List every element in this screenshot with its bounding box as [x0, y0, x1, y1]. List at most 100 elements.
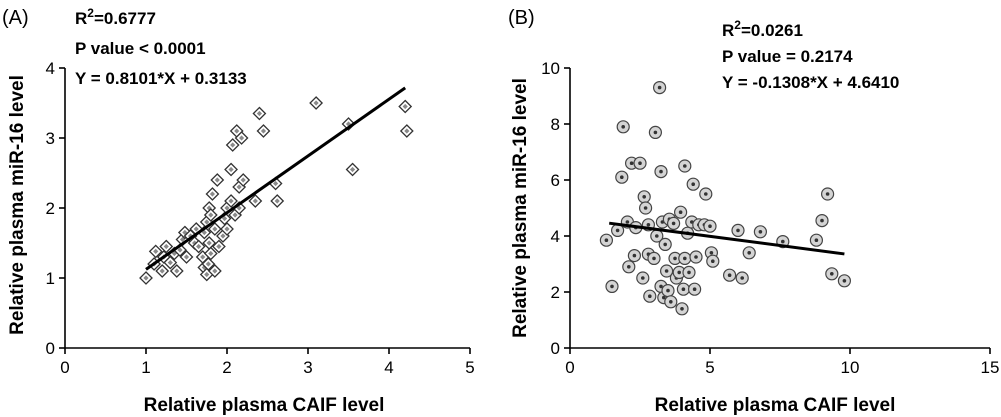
- panel-b-y-tick-label: 4: [551, 227, 560, 246]
- panel-b-data-point: [647, 251, 661, 265]
- panel-b-data-point: [675, 302, 689, 316]
- panel-b-y-tick-label: 8: [551, 115, 560, 134]
- panel-a-label: (A): [2, 7, 29, 29]
- panel-b-data-point: [678, 251, 692, 265]
- panel-a: (A) R2=0.6777 P value < 0.0001 Y = 0.810…: [2, 6, 475, 416]
- panel-a-regression-line: [145, 86, 407, 271]
- panel-b-x-axis-title: Relative plasma CAIF level: [655, 395, 896, 416]
- panel-b-r-squared: R2=0.0261: [722, 18, 803, 40]
- panel-a-data-point: [210, 173, 225, 187]
- panel-b-data-point: [678, 159, 692, 173]
- panel-a-data-point: [179, 250, 194, 264]
- panel-a-data-point: [248, 194, 263, 208]
- panel-b-data-point: [676, 282, 691, 296]
- panel-b-y-tick-label: 10: [541, 59, 560, 78]
- panel-a-data-point: [207, 222, 222, 236]
- panel-a-data-point: [211, 239, 226, 254]
- panel-a-p-value: P value < 0.0001: [75, 39, 206, 58]
- panel-a-x-tick-label: 2: [222, 358, 231, 377]
- panel-b-data-point: [622, 260, 636, 274]
- panel-b-x-tick-label: 0: [565, 358, 574, 377]
- panel-b-y-tick-label: 0: [551, 339, 560, 358]
- panel-b-data-point: [638, 201, 653, 215]
- panel-b-data-point: [820, 187, 835, 201]
- panel-b-data-point: [689, 250, 703, 264]
- panel-a-x-tick-label: 3: [303, 358, 312, 377]
- panel-a-y-tick-label: 1: [46, 269, 55, 288]
- panel-b-y-tick-label: 6: [551, 171, 560, 190]
- panel-a-data-point: [163, 255, 178, 270]
- panel-a-y-tick-label: 3: [46, 129, 55, 148]
- panel-b-x-tick-label: 15: [981, 358, 1000, 377]
- panel-b-data-point: [687, 282, 702, 296]
- panel-b-data-point: [735, 271, 749, 285]
- panel-a-data-point: [345, 162, 360, 177]
- panel-a-data-point: [270, 194, 285, 208]
- panel-a-data-point: [159, 239, 174, 254]
- panel-b-data-point: [703, 219, 717, 233]
- panel-a-data-point: [148, 244, 163, 259]
- panel-a-data-point: [155, 264, 170, 278]
- panel-b-data-point: [636, 271, 650, 285]
- panel-b-data-point: [633, 156, 647, 170]
- panel-b-equation: Y = -0.1308*X + 4.6410: [722, 73, 899, 92]
- panel-b-data-point: [809, 233, 824, 247]
- panel-b-data-point: [742, 246, 756, 260]
- panel-b-y-axis-title: Relative plasma miR-16 level: [510, 78, 531, 338]
- panel-b-data-point: [610, 223, 625, 237]
- panel-a-data-point: [224, 162, 238, 177]
- panel-b-axes: 0 5 10 15 0 2 4 6 8 10: [541, 59, 999, 377]
- panel-b-data-point: [658, 237, 672, 251]
- panel-a-y-tick-label: 0: [46, 339, 55, 358]
- panel-b-data-point: [706, 254, 720, 268]
- panel-b-data-point: [722, 268, 737, 282]
- panel-b-regression: [609, 221, 845, 256]
- panel-a-data-point: [309, 96, 324, 110]
- panel-a-x-tick-label: 4: [384, 358, 393, 377]
- panel-b-data-point: [664, 295, 678, 309]
- panel-b-p-value: P value = 0.2174: [722, 47, 853, 66]
- panel-b-data-point: [616, 120, 630, 134]
- panel-a-data-point: [207, 264, 222, 278]
- panel-a-data-point: [139, 271, 153, 285]
- panel-b-data-point: [731, 223, 745, 237]
- panel-b-data-point: [652, 80, 667, 95]
- panel-a-data-point: [203, 208, 218, 222]
- panel-a-x-tick-label: 0: [60, 358, 69, 377]
- panel-a-data-point: [169, 264, 184, 278]
- panel-b-regression-line: [609, 221, 845, 256]
- panel-a-data-point: [399, 124, 414, 138]
- panel-b-data-point: [637, 190, 651, 204]
- panel-b-data-point: [672, 265, 686, 279]
- panel-b-data-point: [753, 225, 768, 239]
- panel-b-data-point: [673, 205, 688, 219]
- panel-a-x-tick-label: 5: [465, 358, 474, 377]
- panel-a-r-squared: R2=0.6777: [75, 6, 156, 28]
- panel-a-points: [139, 96, 414, 285]
- panel-b-y-tick-label: 2: [551, 283, 560, 302]
- panel-a-x-tick-label: 1: [141, 358, 150, 377]
- panel-b-data-point: [699, 187, 713, 201]
- panel-b-data-point: [648, 125, 663, 139]
- panel-a-data-point: [220, 222, 234, 236]
- panel-b-data-point: [659, 264, 674, 278]
- panel-b-data-point: [605, 279, 619, 293]
- panel-a-y-axis-title: Relative plasma miR-16 level: [7, 75, 28, 335]
- panel-b-data-point: [686, 177, 700, 191]
- panel-b-data-point: [682, 265, 696, 279]
- panel-a-data-point: [236, 173, 251, 187]
- panel-a-equation: Y = 0.8101*X + 0.3133: [75, 69, 247, 88]
- panel-a-data-point: [201, 257, 216, 271]
- panel-a-data-point: [256, 124, 271, 138]
- panel-b-x-tick-label: 5: [705, 358, 714, 377]
- panel-b-points: [599, 80, 852, 316]
- panel-b-data-point: [654, 165, 668, 179]
- panel-b-data-point: [776, 235, 790, 249]
- panel-b-data-point: [627, 249, 642, 263]
- panel-a-x-axis-title: Relative plasma CAIF level: [144, 395, 385, 416]
- panel-b-data-point: [815, 214, 829, 228]
- panel-a-data-point: [205, 187, 220, 201]
- panel-b-label: (B): [508, 7, 535, 29]
- panel-b-data-point: [615, 170, 629, 184]
- panel-b-data-point: [661, 284, 675, 298]
